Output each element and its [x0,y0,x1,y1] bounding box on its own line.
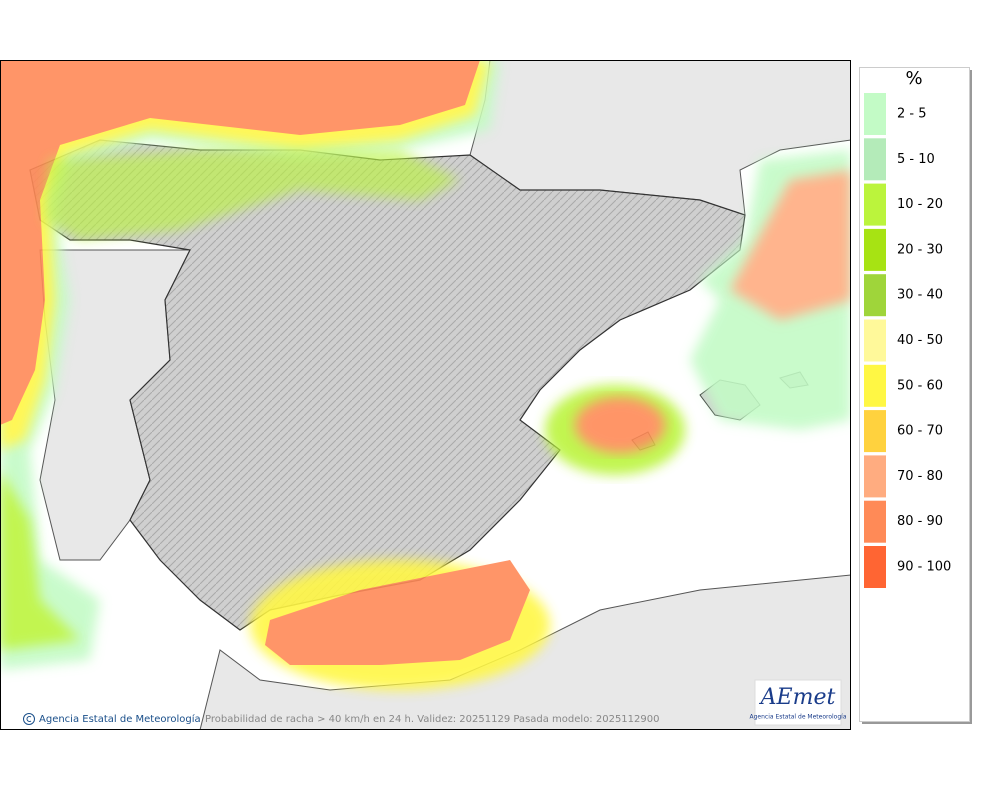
legend-label: 30 - 40 [897,288,943,303]
logo: AEmet [759,685,836,710]
logo-subtitle: Agencia Estatal de Meteorología [750,714,847,721]
legend-label: 2 - 5 [897,107,927,122]
legend-title: % [905,68,922,89]
legend-label: 90 - 100 [897,560,951,575]
legend-swatch [864,500,886,543]
legend-label: 60 - 70 [897,424,943,439]
copyright-icon [26,716,32,722]
map [0,60,851,730]
legend-label: 20 - 30 [897,242,943,257]
legend-label: 70 - 80 [897,469,943,484]
legend-items: 2 - 5 5 - 10 10 - 20 20 - 30 30 - 40 40 - 50 5… [864,93,951,588]
legend-label: 5 - 10 [897,152,935,167]
legend-label: 80 - 90 [897,514,943,529]
spain [29,139,746,631]
logo-box [754,679,842,726]
legend-swatch [864,455,886,498]
legend-swatch [864,93,886,135]
legend-swatch [864,319,886,362]
legend-swatch [864,364,886,407]
caption: Probabilidad de racha > 40 km/h en 24 h.… [205,714,659,725]
map-frame [0,60,851,730]
legend-label: 10 - 20 [897,197,943,212]
legend-label: 40 - 50 [897,333,943,348]
legend-swatch [864,274,886,317]
legend-swatch [864,228,886,271]
credit: Agencia Estatal de Meteorología [39,713,201,725]
probability-field [0,60,851,690]
legend-swatch [864,410,886,453]
legend-swatch [864,138,886,181]
legend-swatch [864,546,886,588]
legend-swatch [864,183,886,226]
legend-label: 50 - 60 [897,378,943,393]
copyright-icon [23,713,35,725]
